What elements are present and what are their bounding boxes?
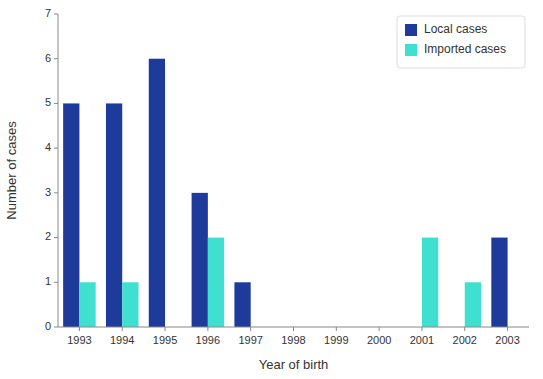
- y-tick-label: 4: [45, 141, 51, 153]
- x-tick-label: 1998: [281, 334, 305, 346]
- bar: [192, 193, 208, 327]
- bar: [422, 238, 438, 327]
- x-tick: [464, 327, 465, 331]
- x-tick-label: 1999: [324, 334, 348, 346]
- y-tick: [54, 282, 58, 283]
- y-tick: [54, 192, 58, 193]
- x-tick-label: 2001: [410, 334, 434, 346]
- chart: 0 1 2 3 4 5 6 7 1993 1994 1995 1996 1997 1998 1999 2000…: [0, 0, 543, 379]
- y-tick: [54, 58, 58, 59]
- bar: [234, 282, 250, 327]
- y-tick: [54, 237, 58, 238]
- y-tick-label: 7: [45, 7, 51, 19]
- y-tick: [54, 103, 58, 104]
- legend-label: Imported cases: [424, 42, 506, 56]
- bar: [149, 59, 165, 327]
- bars: [63, 59, 507, 327]
- y-tick-label: 2: [45, 230, 51, 242]
- x-tick-label: 1995: [153, 334, 177, 346]
- x-tick: [165, 327, 166, 331]
- axes: 0 1 2 3 4 5 6 7 1993 1994 1995 1996 1997 1998 1999 2000…: [45, 7, 529, 346]
- bar: [122, 282, 138, 327]
- y-tick-label: 1: [45, 275, 51, 287]
- bar: [465, 282, 481, 327]
- legend: Local cases Imported cases: [397, 16, 525, 68]
- y-tick-label: 5: [45, 96, 51, 108]
- bar: [79, 282, 95, 327]
- x-tick: [507, 327, 508, 331]
- y-tick-label: 0: [45, 320, 51, 332]
- bar: [106, 103, 122, 327]
- legend-swatch: [405, 24, 417, 36]
- x-tick: [421, 327, 422, 331]
- y-tick: [54, 14, 58, 15]
- legend-label: Local cases: [424, 22, 487, 36]
- x-tick-label: 1993: [67, 334, 91, 346]
- y-axis-label: Number of cases: [4, 121, 19, 220]
- x-tick: [122, 327, 123, 331]
- x-tick: [336, 327, 337, 331]
- chart-container: 0 1 2 3 4 5 6 7 1993 1994 1995 1996 1997 1998 1999 2000…: [0, 0, 543, 379]
- x-tick: [250, 327, 251, 331]
- x-tick: [79, 327, 80, 331]
- y-axis-line: [58, 14, 59, 327]
- x-tick-label: 2000: [367, 334, 391, 346]
- y-tick: [54, 148, 58, 149]
- x-axis-label: Year of birth: [259, 357, 329, 372]
- x-tick-label: 1997: [238, 334, 262, 346]
- y-tick-label: 3: [45, 186, 51, 198]
- x-tick-label: 2002: [453, 334, 477, 346]
- y-tick: [54, 327, 58, 328]
- x-tick: [293, 327, 294, 331]
- bar: [491, 238, 507, 327]
- x-tick-label: 1996: [196, 334, 220, 346]
- bar: [63, 103, 79, 327]
- legend-box: [397, 16, 525, 68]
- legend-swatch: [405, 44, 417, 56]
- x-tick: [379, 327, 380, 331]
- bar: [208, 238, 224, 327]
- x-tick: [207, 327, 208, 331]
- x-tick-label: 2003: [495, 334, 519, 346]
- x-tick-label: 1994: [110, 334, 134, 346]
- y-tick-label: 6: [45, 52, 51, 64]
